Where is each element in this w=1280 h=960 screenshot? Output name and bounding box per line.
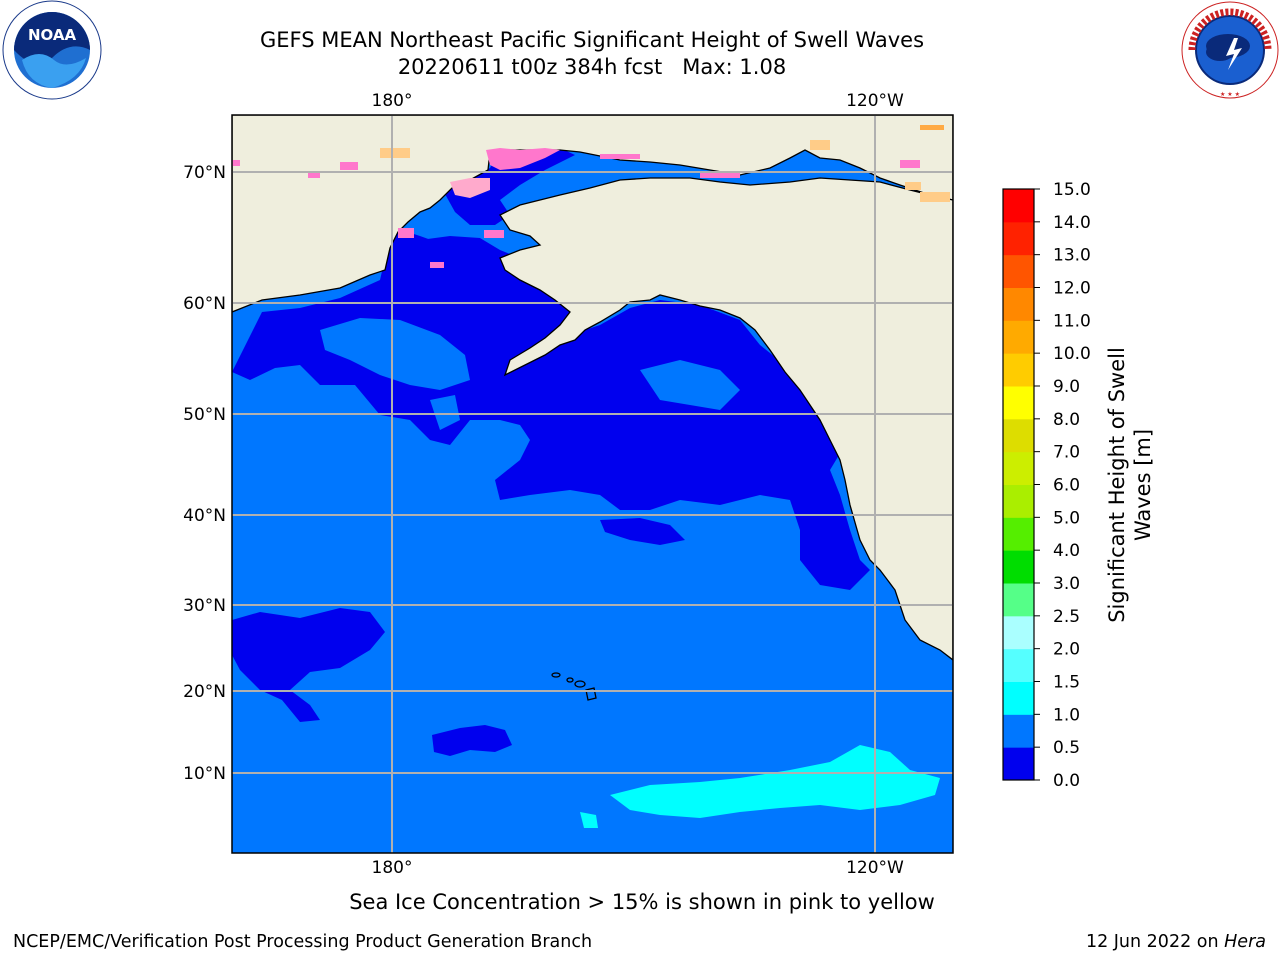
gridlines <box>232 115 953 853</box>
lon-label-bottom-180: 180° <box>372 858 413 878</box>
colorbar-swatch <box>1003 451 1034 485</box>
lat-label-70n: 70°N <box>183 163 226 183</box>
lat-label-40n: 40°N <box>183 506 226 526</box>
colorbar-tick-label: 10.0 <box>1053 344 1091 364</box>
high-swell-band <box>580 745 940 828</box>
generation-date: 12 Jun 2022 on Hera <box>1086 932 1266 952</box>
colorbar-ticks: 0.0 0.5 1.0 1.5 2.0 2.5 3.0 4.0 5.0 6.0 7.0 8.0 9.0 1… <box>1034 180 1091 791</box>
colorbar-swatch <box>1003 615 1034 650</box>
colorbar-label-line1: Significant Height of Swell <box>1105 347 1129 623</box>
colorbar-swatch <box>1003 353 1034 387</box>
colorbar-swatch <box>1003 583 1034 617</box>
colorbar-tick-label: 7.0 <box>1053 443 1080 463</box>
colorbar-tick-label: 1.5 <box>1053 673 1080 693</box>
colorbar-tick-label: 4.0 <box>1053 541 1080 561</box>
host-name: Hera <box>1224 932 1266 952</box>
colorbar-swatch <box>1003 320 1034 354</box>
colorbar-tick-label: 12.0 <box>1053 279 1091 299</box>
colorbar-tick-label: 8.0 <box>1053 410 1080 430</box>
colorbar-tick-label: 6.0 <box>1053 476 1080 496</box>
map-frame <box>231 114 954 854</box>
colorbar-tick-label: 14.0 <box>1053 213 1091 233</box>
noaa-logo-text: NOAA <box>28 26 77 44</box>
colorbar-swatch <box>1003 221 1034 256</box>
svg-text:★ ★ ★: ★ ★ ★ <box>1220 91 1240 98</box>
lat-label-50n: 50°N <box>183 405 226 425</box>
colorbar-swatch <box>1003 517 1034 551</box>
colorbar-swatch <box>1003 747 1034 781</box>
lon-label-top-180: 180° <box>372 91 413 111</box>
lat-label-10n: 10°N <box>183 764 226 784</box>
map-subtitle: 20220611 t00z 384h fcst Max: 1.08 <box>222 54 962 81</box>
colorbar-swatch <box>1003 484 1034 518</box>
lon-label-top-120w: 120°W <box>846 91 904 111</box>
colorbar-swatch <box>1003 714 1034 748</box>
lon-label-bottom-120w: 120°W <box>846 858 904 878</box>
map-title: GEFS MEAN Northeast Pacific Significant … <box>259 28 925 52</box>
colorbar-tick-label: 2.5 <box>1053 607 1080 627</box>
colorbar-tick-label: 1.0 <box>1053 705 1080 725</box>
sea-ice-note: Sea Ice Concentration > 15% is shown in … <box>349 890 935 914</box>
colorbar-swatch <box>1003 386 1034 420</box>
colorbar-tick-label: 3.0 <box>1053 574 1080 594</box>
lat-label-20n: 20°N <box>183 682 226 702</box>
colorbar-swatch <box>1003 681 1034 715</box>
mid-swell-patches <box>320 318 740 430</box>
max-label: Max: 1.08 <box>682 55 787 79</box>
colorbar-tick-label: 11.0 <box>1053 311 1091 331</box>
hawaii-islands <box>551 672 597 701</box>
colorbar-swatch <box>1003 648 1034 682</box>
colorbar-swatch <box>1003 418 1034 453</box>
colorbar-swatch <box>1003 287 1034 321</box>
colorbar-tick-label: 2.0 <box>1053 640 1080 660</box>
colorbar-tick-label: 0.0 <box>1053 771 1080 791</box>
colorbar-swatch <box>1003 254 1034 288</box>
colorbar-tick-label: 9.0 <box>1053 377 1080 397</box>
producer-credit: NCEP/EMC/Verification Post Processing Pr… <box>13 932 593 952</box>
colorbar-tick-label: 13.0 <box>1053 246 1091 266</box>
sea-ice <box>232 125 950 268</box>
colorbar-tick-label: 0.5 <box>1053 738 1080 758</box>
date-text: 12 Jun 2022 on <box>1085 932 1225 952</box>
colorbar-tick-label: 5.0 <box>1053 508 1080 528</box>
lat-label-30n: 30°N <box>183 596 226 616</box>
lat-label-60n: 60°N <box>183 294 226 314</box>
nws-logo: ★ ★ ★ <box>1181 1 1279 99</box>
colorbar-swatch <box>1003 189 1034 223</box>
run-label: 20220611 t00z 384h fcst <box>397 55 663 79</box>
colorbar-swatches <box>1003 189 1034 781</box>
noaa-logo: NOAA <box>2 0 102 100</box>
colorbar-label-line2: Waves [m] <box>1131 429 1155 541</box>
colorbar-tick-label: 15.0 <box>1053 180 1091 200</box>
colorbar-swatch <box>1003 550 1034 584</box>
